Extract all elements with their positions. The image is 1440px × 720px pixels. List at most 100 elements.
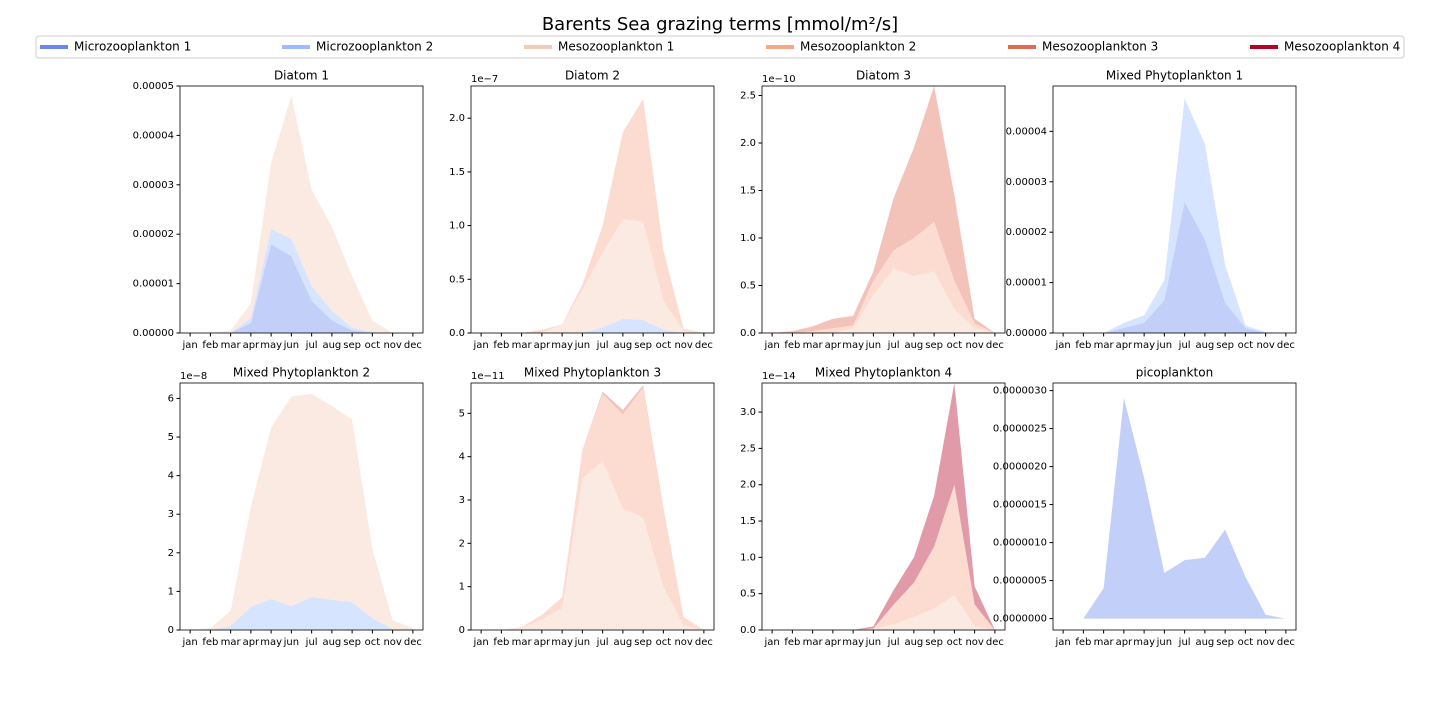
x-tick-label: may (1133, 637, 1155, 648)
x-tick-label: sep (925, 340, 943, 351)
x-tick-label: aug (613, 637, 632, 648)
axes-frame (761, 85, 1006, 334)
legend-label: Mesozooplankton 2 (800, 40, 916, 54)
x-tick-label: nov (383, 340, 401, 351)
axes-frame (179, 85, 424, 334)
x-tick-label: feb (784, 340, 800, 351)
x-tick-label: mar (512, 340, 533, 351)
x-tick-label: dec (986, 637, 1004, 648)
x-tick-label: may (260, 340, 282, 351)
x-tick-label: dec (986, 340, 1004, 351)
area (481, 219, 704, 333)
y-tick-label: 3 (168, 509, 174, 520)
panel-title: Diatom 2 (565, 69, 620, 83)
y-tick-label: 1.0 (740, 552, 756, 563)
x-tick-label: jun (1156, 637, 1172, 648)
axes-frame (470, 382, 715, 631)
y-tick-label: 0.0000020 (993, 462, 1047, 473)
x-tick-label: nov (674, 340, 692, 351)
x-tick-label: oct (1238, 637, 1254, 648)
x-tick-label: apr (1116, 637, 1133, 648)
x-tick-label: jun (283, 637, 299, 648)
x-tick-label: oct (656, 340, 672, 351)
area (1063, 98, 1286, 333)
x-tick-label: jun (283, 340, 299, 351)
x-tick-label: sep (1216, 340, 1234, 351)
x-tick-label: jan (182, 637, 198, 648)
x-tick-label: jun (574, 340, 590, 351)
y-tick-label: 0.00001 (1006, 278, 1047, 289)
x-tick-label: mar (512, 637, 533, 648)
y-tick-label: 0.00004 (133, 130, 174, 141)
x-tick-label: apr (243, 340, 260, 351)
y-tick-label: 1.0 (740, 233, 756, 244)
panel-title: Mixed Phytoplankton 3 (524, 366, 661, 380)
x-tick-label: jan (473, 340, 489, 351)
y-tick-label: 0.0 (740, 625, 756, 636)
area (190, 393, 413, 630)
y-tick-label: 6 (168, 393, 174, 404)
x-tick-label: mar (803, 637, 824, 648)
x-tick-label: jul (596, 340, 609, 351)
x-tick-label: dec (404, 637, 422, 648)
x-tick-label: may (1133, 340, 1155, 351)
x-tick-label: feb (1075, 340, 1091, 351)
x-tick-label: mar (1094, 637, 1115, 648)
x-tick-label: mar (221, 340, 242, 351)
y-tick-label: 0 (168, 625, 174, 636)
y-tick-label: 0.00003 (1006, 177, 1047, 188)
area (190, 597, 413, 630)
area (772, 484, 995, 630)
panel-title: picoplankton (1136, 366, 1213, 380)
legend-label: Mesozooplankton 3 (1042, 40, 1158, 54)
x-tick-label: oct (365, 637, 381, 648)
legend-label: Microzooplankton 1 (74, 40, 191, 54)
y-tick-label: 0.00002 (1006, 227, 1047, 238)
x-tick-label: apr (825, 637, 842, 648)
x-tick-label: jun (865, 340, 881, 351)
x-tick-label: apr (825, 340, 842, 351)
x-tick-label: feb (493, 637, 509, 648)
x-tick-label: aug (1195, 637, 1214, 648)
y-tick-label: 2.0 (449, 113, 465, 124)
x-tick-label: jul (305, 637, 318, 648)
x-tick-label: feb (784, 637, 800, 648)
x-tick-label: jul (887, 340, 900, 351)
y-tick-label: 2 (168, 548, 174, 559)
x-tick-label: may (842, 340, 864, 351)
x-tick-label: dec (404, 340, 422, 351)
y-tick-label: 0.00001 (133, 279, 174, 290)
y-tick-label: 0.0000015 (993, 500, 1047, 511)
x-tick-label: jan (1055, 340, 1071, 351)
x-tick-label: aug (613, 340, 632, 351)
x-tick-label: jan (473, 637, 489, 648)
x-tick-label: jan (764, 340, 780, 351)
y-tick-label: 5 (459, 408, 465, 419)
x-tick-label: oct (656, 637, 672, 648)
axes-frame (470, 85, 715, 334)
y-tick-label: 0.5 (740, 589, 756, 600)
x-tick-label: apr (1116, 340, 1133, 351)
y-tick-label: 0.0000005 (993, 576, 1047, 587)
legend-label: Mesozooplankton 1 (558, 40, 674, 54)
x-tick-label: jul (1178, 340, 1191, 351)
axes-frame (1052, 382, 1297, 631)
y-tick-label: 0.5 (740, 281, 756, 292)
y-tick-label: 1 (168, 586, 174, 597)
legend-label: Mesozooplankton 4 (1284, 40, 1400, 54)
x-tick-label: jul (1178, 637, 1191, 648)
axes-frame (761, 382, 1006, 631)
area (481, 461, 704, 630)
y-tick-label: 2.5 (740, 91, 756, 102)
offset-label: 1e−14 (762, 371, 796, 382)
panel-title: Mixed Phytoplankton 4 (815, 366, 952, 380)
y-tick-label: 5 (168, 432, 174, 443)
x-tick-label: jun (1156, 340, 1172, 351)
panel-title: Mixed Phytoplankton 1 (1106, 69, 1243, 83)
area (1063, 398, 1286, 619)
x-tick-label: aug (322, 340, 341, 351)
y-tick-label: 2.5 (740, 443, 756, 454)
